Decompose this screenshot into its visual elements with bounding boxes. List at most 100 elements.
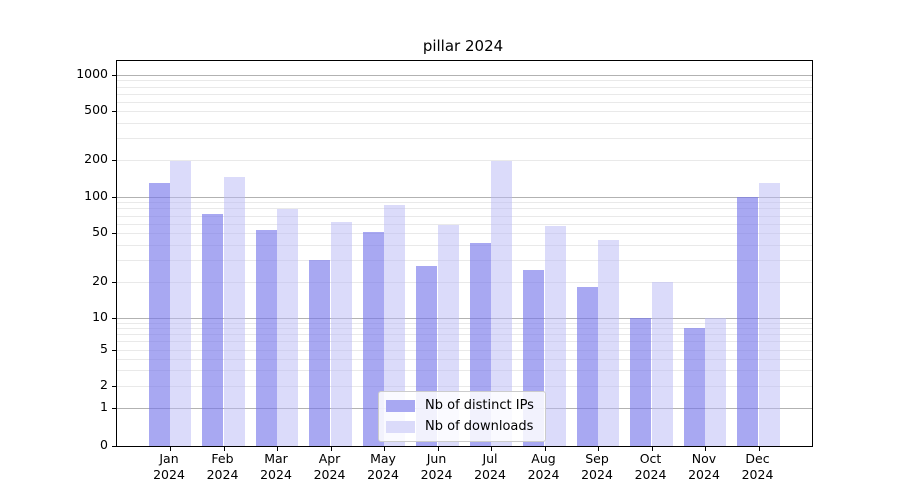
y-gridline-minor — [116, 93, 812, 95]
bar-downloads — [223, 177, 245, 446]
y-tick — [111, 75, 116, 76]
x-tick-label: Jul 2024 — [474, 451, 506, 482]
y-tick-label: 100 — [84, 187, 108, 203]
y-gridline-major — [116, 75, 812, 76]
y-gridline-minor — [116, 245, 812, 247]
y-gridline-minor — [116, 281, 812, 283]
y-tick-label: 20 — [92, 272, 108, 288]
y-tick — [111, 317, 116, 319]
y-gridline-minor — [116, 223, 812, 225]
bar-distinct-ips — [148, 182, 170, 446]
y-gridline-minor — [116, 86, 812, 88]
x-tick — [330, 447, 332, 451]
y-gridline-minor — [116, 328, 812, 330]
x-tick-label: Sep 2024 — [581, 451, 613, 482]
bar-downloads — [544, 226, 566, 446]
bar-distinct-ips — [309, 260, 331, 446]
bar-downloads — [277, 208, 299, 446]
y-tick-label: 1 — [100, 399, 108, 415]
x-tick-label: Feb 2024 — [206, 451, 239, 482]
y-gridline-minor — [116, 349, 812, 351]
y-gridline-minor — [116, 386, 812, 388]
x-tick — [705, 447, 706, 451]
bar-downloads — [491, 161, 513, 446]
legend-label-distinct-ips: Nb of distinct IPs — [425, 398, 534, 413]
x-tick-label: Nov 2024 — [688, 451, 720, 482]
y-tick-label: 200 — [84, 150, 108, 166]
x-tick-label: Apr 2024 — [313, 451, 346, 482]
x-tick-label: Mar 2024 — [260, 451, 292, 482]
y-tick — [111, 159, 116, 161]
bar-downloads — [170, 161, 192, 446]
x-tick — [758, 447, 760, 451]
bar-distinct-ips — [737, 196, 759, 446]
y-tick — [111, 386, 116, 388]
bar-distinct-ips — [630, 317, 652, 446]
y-tick — [111, 111, 116, 112]
x-tick-label: Oct 2024 — [634, 451, 667, 482]
x-tick-label: Dec 2024 — [741, 451, 774, 482]
bar-distinct-ips — [683, 328, 705, 446]
plot-area — [111, 60, 813, 451]
y-gridline-minor — [116, 122, 812, 124]
bar-downloads — [598, 240, 620, 446]
bar-distinct-ips — [255, 230, 277, 446]
x-axis: Jan 2024 Feb 2024 Mar 2024 Apr 2024 May 2024 Jun 20… — [116, 451, 812, 491]
x-tick-label: May 2024 — [367, 451, 399, 482]
y-gridline-minor — [116, 101, 812, 103]
x-tick-label: Jun 2024 — [420, 451, 453, 482]
bar-distinct-ips — [202, 214, 224, 446]
x-tick — [437, 447, 439, 451]
y-tick-label: 500 — [84, 102, 108, 117]
y-tick — [111, 233, 116, 235]
chart-title: pillar 2024 — [422, 37, 504, 55]
x-tick-label: Jan 2024 — [153, 451, 185, 482]
x-tick — [544, 447, 546, 451]
y-tick — [111, 349, 116, 351]
x-tick-label: Aug 2024 — [527, 451, 560, 482]
legend-swatch-downloads — [386, 420, 415, 433]
x-tick — [598, 447, 599, 451]
y-gridline-minor — [116, 138, 812, 140]
y-tick-label: 50 — [92, 224, 108, 240]
x-tick — [384, 447, 385, 451]
y-tick-label: 2 — [100, 377, 108, 393]
y-gridline-minor — [116, 80, 812, 82]
bar-downloads — [384, 205, 406, 446]
y-gridline-minor — [116, 358, 812, 360]
y-gridline-minor — [116, 208, 812, 210]
y-gridline-major — [116, 317, 812, 319]
y-gridline-minor — [116, 159, 812, 161]
legend-label-downloads: Nb of downloads — [425, 419, 534, 434]
y-gridline-minor — [116, 202, 812, 204]
y-axis: 0 1 2 5 10 20 50 100 200 500 1000 — [0, 60, 108, 452]
x-tick — [491, 447, 492, 451]
bar-downloads — [330, 221, 352, 446]
y-gridline-major — [116, 196, 812, 198]
y-gridline-minor — [116, 341, 812, 343]
y-gridline-minor — [116, 334, 812, 336]
y-gridline-minor — [116, 260, 812, 262]
bar-downloads — [651, 281, 673, 446]
y-tick — [111, 446, 116, 447]
y-gridline-minor — [116, 233, 812, 235]
legend: Nb of distinct IPs Nb of downloads — [378, 391, 546, 442]
y-tick-label: 0 — [100, 437, 108, 452]
legend-item-downloads: Nb of downloads — [386, 418, 534, 435]
y-tick — [111, 281, 116, 283]
y-tick-label: 10 — [92, 308, 108, 324]
bar-downloads — [758, 182, 780, 446]
y-gridline-minor — [116, 111, 812, 112]
legend-item-distinct-ips: Nb of distinct IPs — [386, 397, 534, 414]
bar-downloads — [705, 317, 727, 446]
y-gridline-minor — [116, 369, 812, 371]
y-tick — [111, 408, 116, 410]
x-tick — [651, 447, 653, 451]
legend-swatch-distinct-ips — [386, 399, 415, 412]
x-tick — [170, 447, 171, 451]
x-tick — [277, 447, 278, 451]
y-tick-label: 1000 — [76, 66, 108, 81]
y-gridline-minor — [116, 322, 812, 324]
bar-distinct-ips — [576, 287, 598, 446]
x-tick — [223, 447, 225, 451]
